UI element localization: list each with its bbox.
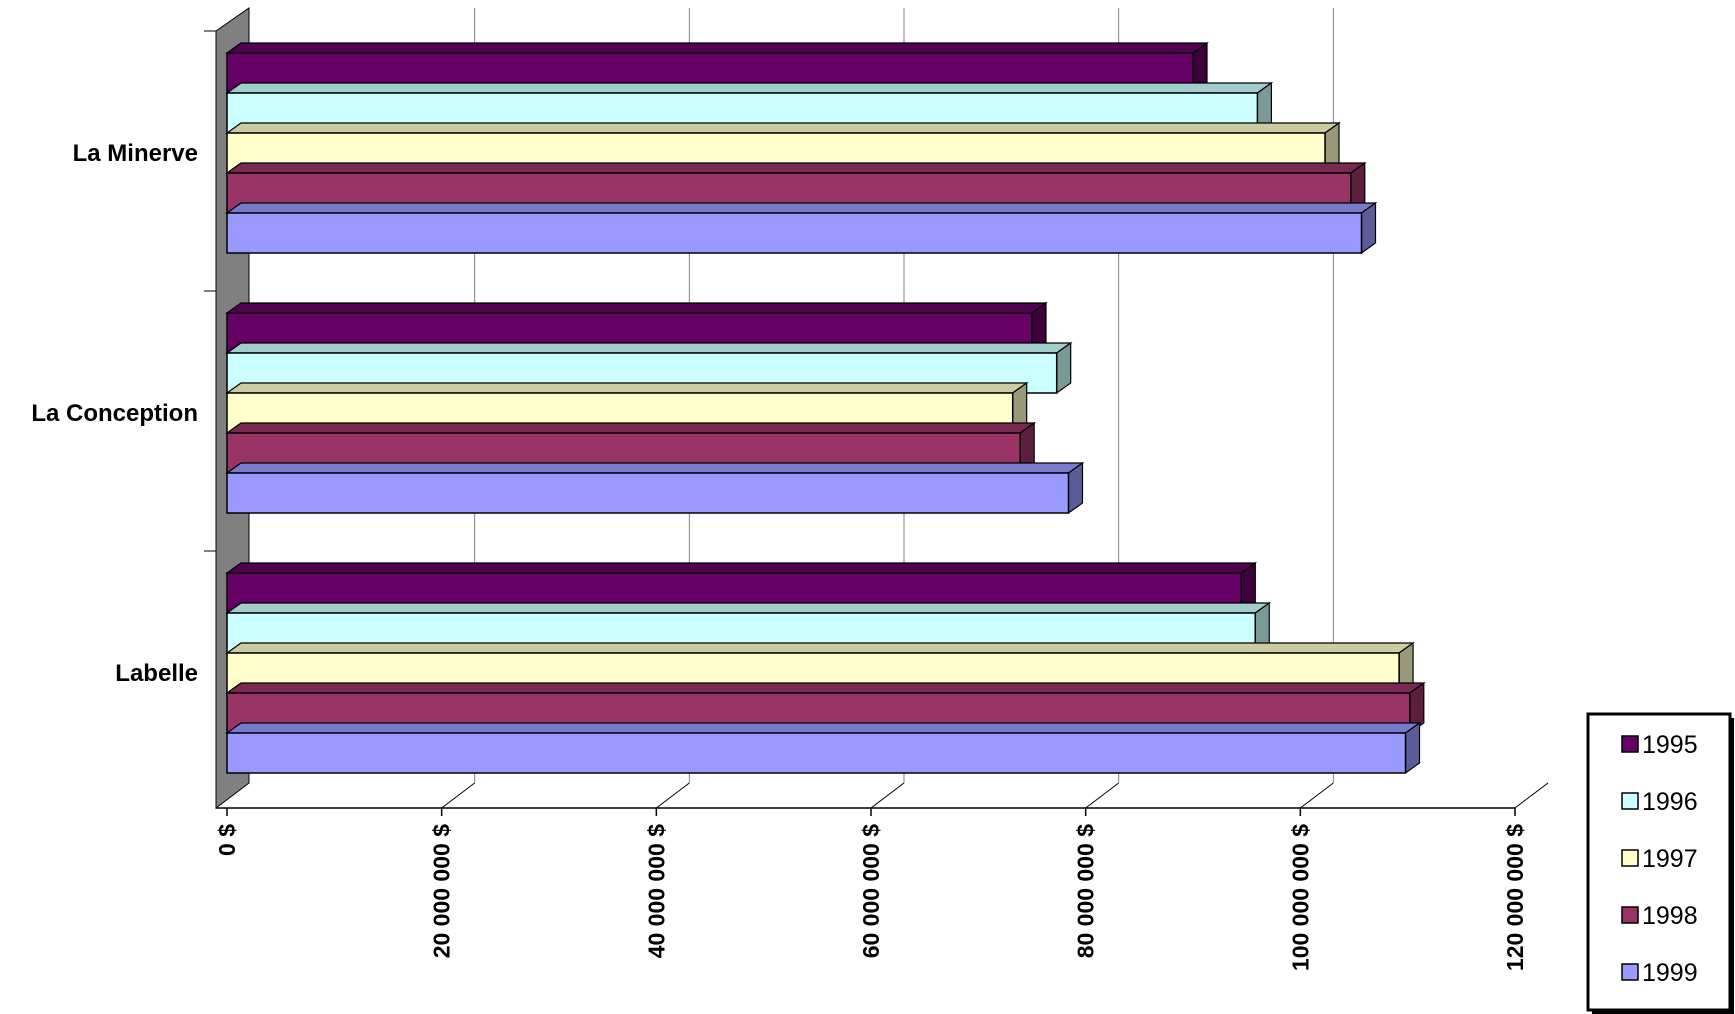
- bar-top: [227, 43, 1207, 53]
- legend: 1995 1996 1997 1998 1999: [1588, 714, 1734, 1014]
- bar-top: [227, 463, 1082, 473]
- bar-top: [227, 643, 1413, 653]
- floor-line: [1300, 783, 1333, 808]
- x-tick-label: 0 $: [214, 824, 240, 856]
- legend-label: 1997: [1642, 845, 1698, 873]
- legend-label: 1998: [1642, 902, 1698, 930]
- floor-line: [442, 783, 475, 808]
- bar-top: [227, 423, 1034, 433]
- bar-top: [227, 343, 1071, 353]
- legend-label: 1999: [1642, 959, 1698, 987]
- legend-swatch-1997: [1622, 850, 1638, 866]
- floor-line: [1515, 783, 1548, 808]
- bar-top: [227, 603, 1269, 613]
- x-tick-label: 120 000 000 $: [1502, 824, 1528, 971]
- bar-top: [227, 303, 1046, 313]
- bar-top: [227, 163, 1365, 173]
- floor-line: [871, 783, 904, 808]
- legend-swatch-1999: [1622, 964, 1638, 980]
- bars: [227, 43, 1424, 773]
- category-label: Labelle: [115, 660, 198, 687]
- legend-label: 1995: [1642, 731, 1698, 759]
- bar-1999: [227, 473, 1068, 513]
- bar-top: [227, 83, 1271, 93]
- legend-swatch-1998: [1622, 907, 1638, 923]
- bar-top: [227, 683, 1424, 693]
- floor-line: [656, 783, 689, 808]
- bar-top: [227, 123, 1339, 133]
- legend-label: 1996: [1642, 788, 1698, 816]
- category-labels: La Minerve La Conception Labelle: [31, 140, 198, 687]
- x-tick-labels: 0 $ 20 000 000 $ 40 000 000 $ 60 000 000 $ 8…: [214, 824, 1528, 971]
- x-tick-label: 40 000 000 $: [643, 824, 669, 959]
- x-tick-label: 60 000 000 $: [858, 824, 884, 959]
- category-label: La Minerve: [73, 140, 198, 167]
- bar-top: [227, 563, 1255, 573]
- x-tick-label: 80 000 000 $: [1073, 824, 1099, 959]
- bar-top: [227, 383, 1027, 393]
- legend-swatch-1995: [1622, 736, 1638, 752]
- bar-top: [227, 203, 1376, 213]
- bar-top: [227, 723, 1420, 733]
- bar-1999: [227, 733, 1406, 773]
- x-tick-label: 100 000 000 $: [1287, 824, 1313, 971]
- category-label: La Conception: [31, 400, 198, 427]
- floor-line: [1086, 783, 1119, 808]
- x-tick-label: 20 000 000 $: [429, 824, 455, 959]
- legend-swatch-1996: [1622, 793, 1638, 809]
- bar-1999: [227, 213, 1362, 253]
